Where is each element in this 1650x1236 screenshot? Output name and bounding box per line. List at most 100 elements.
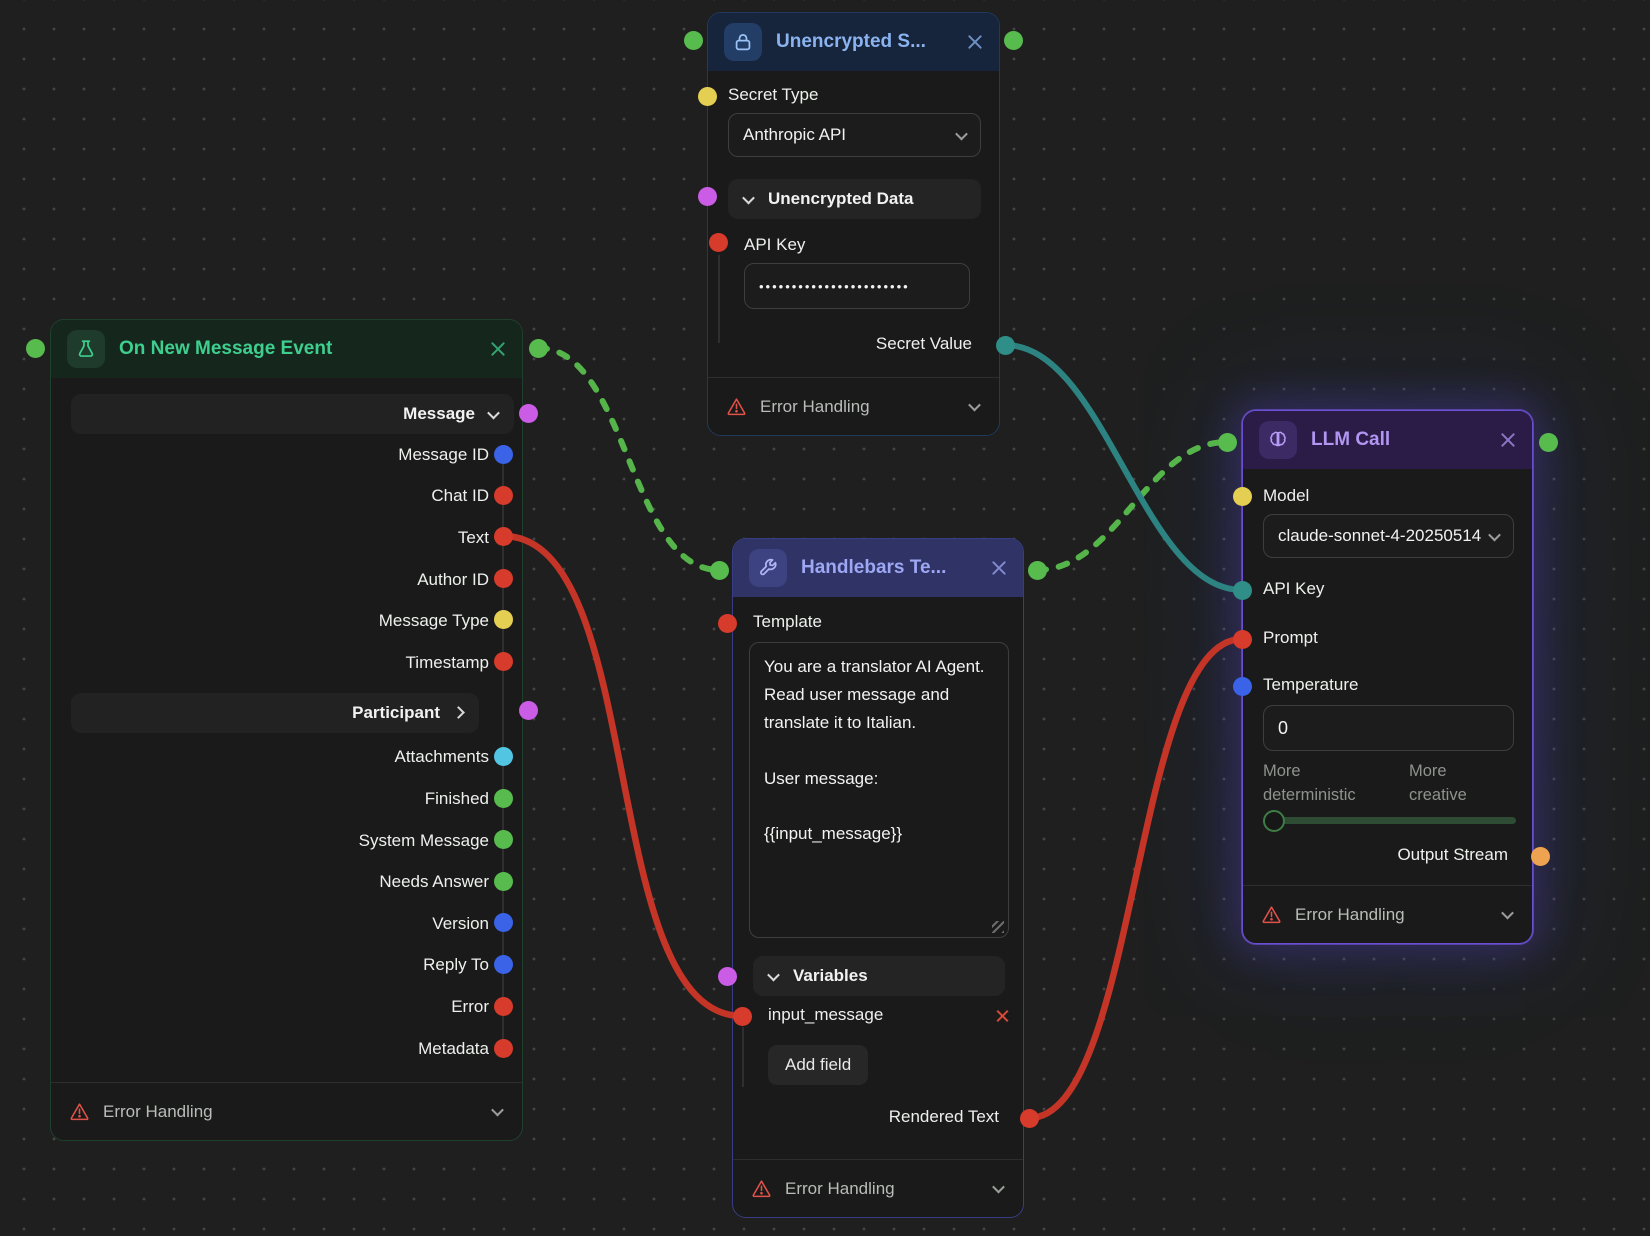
field-label: Needs Answer: [379, 872, 489, 892]
port-handlebars-exec-in[interactable]: [709, 560, 729, 580]
port-api-key-secret[interactable]: [708, 232, 728, 252]
port-prompt[interactable]: [1232, 629, 1252, 649]
model-select[interactable]: claude-sonnet-4-20250514: [1263, 514, 1514, 558]
add-field-button[interactable]: Add field: [768, 1045, 869, 1085]
hint-more-deterministic: More deterministic: [1263, 762, 1356, 804]
port-reply-to[interactable]: [493, 954, 513, 974]
node-llm-call[interactable]: LLM Call Model claude-sonnet-4-20250514 …: [1242, 410, 1533, 944]
node-header[interactable]: Unencrypted S...: [708, 13, 999, 71]
port-llm-exec-in[interactable]: [1217, 432, 1237, 452]
secret-type-select[interactable]: Anthropic API: [728, 113, 981, 157]
port-message-object[interactable]: [518, 403, 538, 423]
field-row: Needs Answer: [51, 861, 522, 903]
variables-section[interactable]: Variables: [753, 956, 1005, 996]
field-label: Reply To: [423, 955, 489, 975]
port-attachments[interactable]: [493, 746, 513, 766]
port-message-id[interactable]: [493, 444, 513, 464]
chevron-down-icon: [1488, 528, 1501, 541]
error-handling[interactable]: Error Handling: [708, 377, 999, 435]
message-select-row[interactable]: Message: [71, 394, 514, 434]
port-finished[interactable]: [493, 788, 513, 808]
chevron-down-icon: [491, 1103, 504, 1117]
temperature-slider-knob[interactable]: [1263, 810, 1285, 832]
chevron-down-icon: [955, 127, 968, 140]
node-on-new-message-event[interactable]: On New Message Event Message Message ID …: [50, 319, 523, 1141]
field-label: Message ID: [398, 444, 489, 464]
field-row: Chat ID: [51, 476, 522, 518]
field-row: Reply To: [51, 945, 522, 987]
field-row: Message Type: [51, 600, 522, 642]
node-header[interactable]: Handlebars Te...: [733, 539, 1023, 597]
flask-icon: [67, 330, 105, 368]
node-handlebars-template[interactable]: Handlebars Te... Template You are a tran…: [732, 538, 1024, 1218]
port-llm-exec-out[interactable]: [1538, 432, 1558, 452]
port-secret-exec-out[interactable]: [1003, 30, 1023, 50]
port-input-message[interactable]: [732, 1006, 752, 1026]
port-needs-answer[interactable]: [493, 871, 513, 891]
port-secret-type[interactable]: [697, 86, 717, 106]
field-label: Chat ID: [431, 486, 489, 506]
port-version[interactable]: [493, 912, 513, 932]
wire-secret-value-to-api-key: [1004, 342, 1243, 593]
port-secret-value[interactable]: [995, 335, 1015, 355]
temperature-input[interactable]: [1263, 705, 1514, 751]
close-icon[interactable]: [1500, 432, 1516, 448]
port-secret-exec-in[interactable]: [683, 30, 703, 50]
prompt-label: Prompt: [1263, 628, 1318, 647]
port-text[interactable]: [493, 526, 513, 546]
node-title: Unencrypted S...: [776, 31, 926, 52]
temperature-slider-track[interactable]: [1263, 817, 1516, 824]
port-model[interactable]: [1232, 486, 1252, 506]
chevron-down-icon: [487, 406, 500, 419]
port-variables[interactable]: [717, 966, 737, 986]
wrench-icon: [749, 549, 787, 587]
chevron-right-icon: [452, 706, 465, 719]
api-key-input[interactable]: [744, 263, 970, 309]
port-error[interactable]: [493, 996, 513, 1016]
participant-select-row[interactable]: Participant: [71, 692, 479, 733]
node-header[interactable]: LLM Call: [1243, 411, 1532, 469]
port-timestamp[interactable]: [493, 651, 513, 671]
port-author-id[interactable]: [493, 568, 513, 588]
delete-variable-icon[interactable]: [996, 1009, 1009, 1022]
unencrypted-data-section[interactable]: Unencrypted Data: [728, 179, 981, 219]
node-header[interactable]: On New Message Event: [51, 320, 522, 378]
model-label: Model: [1263, 486, 1310, 505]
port-template[interactable]: [717, 613, 737, 633]
port-metadata[interactable]: [493, 1038, 513, 1058]
port-participant[interactable]: [518, 700, 538, 720]
port-message-type[interactable]: [493, 609, 513, 629]
error-handling[interactable]: Error Handling: [51, 1082, 522, 1140]
port-handlebars-exec-out[interactable]: [1027, 560, 1047, 580]
close-icon[interactable]: [991, 560, 1007, 576]
port-unencrypted-data[interactable]: [697, 186, 717, 206]
node-title: On New Message Event: [119, 338, 333, 359]
port-rail: [718, 255, 720, 343]
field-row: Timestamp: [51, 642, 522, 684]
close-icon[interactable]: [490, 341, 506, 357]
field-label: Version: [432, 913, 489, 933]
port-output-stream[interactable]: [1530, 846, 1550, 866]
node-unencrypted-secret[interactable]: Unencrypted S... Secret Type Anthropic A…: [707, 12, 1000, 436]
output-stream-label: Output Stream: [1397, 845, 1508, 864]
warning-icon: [70, 1103, 89, 1121]
port-message-exec-out[interactable]: [528, 338, 548, 358]
port-message-exec-in[interactable]: [25, 338, 45, 358]
field-row: Version: [51, 903, 522, 945]
port-system-message[interactable]: [493, 829, 513, 849]
wire-exec-message-to-handlebars: [535, 345, 722, 573]
port-temperature[interactable]: [1232, 676, 1252, 696]
wire-rendered-text-to-prompt: [1028, 635, 1243, 1122]
secret-type-value: Anthropic API: [743, 125, 847, 144]
field-label: Message Type: [378, 611, 489, 631]
template-textarea[interactable]: You are a translator AI Agent. Read user…: [749, 642, 1009, 938]
close-icon[interactable]: [967, 34, 983, 50]
error-handling-label: Error Handling: [785, 1178, 895, 1198]
port-rendered-text[interactable]: [1019, 1108, 1039, 1128]
error-handling[interactable]: Error Handling: [733, 1159, 1023, 1217]
field-row: System Message: [51, 820, 522, 862]
error-handling[interactable]: Error Handling: [1243, 885, 1532, 943]
port-chat-id[interactable]: [493, 485, 513, 505]
port-api-key-llm[interactable]: [1232, 580, 1252, 600]
